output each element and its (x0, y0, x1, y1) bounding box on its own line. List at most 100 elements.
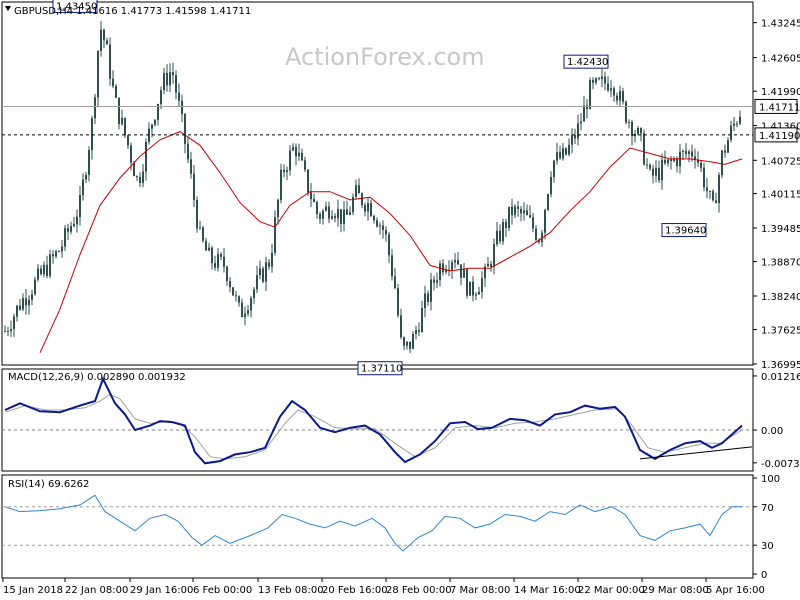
y-tick-label: 1.40725 (761, 156, 800, 167)
candle-body (142, 171, 144, 183)
candle-body (703, 167, 705, 188)
candle-body (637, 128, 639, 134)
candle-body (724, 150, 726, 153)
candles (4, 21, 741, 354)
swing-label: 1.39640 (665, 226, 706, 237)
candle-body (16, 305, 18, 317)
x-tick-label: 22 Mar 00:00 (578, 585, 645, 596)
candle-body (631, 122, 633, 137)
candle-body (523, 210, 525, 214)
candle-body (367, 203, 369, 212)
candle-body (178, 92, 180, 101)
candle-body (658, 167, 660, 181)
candle-body (163, 73, 165, 91)
y-tick-label: 1.39485 (761, 224, 800, 235)
candle-body (394, 276, 396, 289)
candle-body (505, 221, 507, 228)
candle-body (289, 150, 291, 171)
candle-body (586, 105, 588, 110)
candle-body (688, 151, 690, 154)
candle-body (412, 334, 414, 349)
candle-body (625, 101, 627, 123)
candle-body (172, 72, 174, 76)
x-tick-label: 5 Apr 16:00 (706, 585, 765, 596)
candle-body (460, 264, 462, 278)
swing-label: 1.42430 (567, 57, 608, 68)
candle-body (529, 215, 531, 218)
candle-body (313, 199, 315, 202)
candle-body (490, 263, 492, 267)
swing-label-box (563, 54, 609, 69)
candle-body (253, 289, 255, 298)
candle-body (532, 217, 534, 229)
watermark: ActionForex.com (285, 43, 485, 71)
price-panel: 1.43245 1.42605 1.41990 1.41360 1.40725 1.401… (2, 0, 800, 376)
candle-body (646, 164, 648, 166)
candle-body (421, 308, 423, 332)
candle-body (592, 80, 594, 83)
candle-body (430, 279, 432, 302)
candle-body (46, 264, 48, 276)
candle-body (733, 123, 735, 126)
candle-body (154, 119, 156, 125)
swing-label-box (52, 0, 98, 13)
x-tick-label: 20 Feb 16:00 (322, 585, 388, 596)
swing-label-box (357, 361, 403, 376)
candle-body (526, 210, 528, 216)
candle-body (37, 268, 39, 280)
candle-body (199, 227, 201, 229)
candle-body (493, 244, 495, 267)
candle-body (103, 29, 105, 41)
candle-body (97, 51, 99, 98)
candle-body (736, 123, 738, 125)
candle-body (628, 122, 630, 123)
candle-body (472, 281, 474, 296)
candle-body (553, 160, 555, 177)
candle-body (499, 230, 501, 242)
y-tick-label: 1.43245 (761, 19, 800, 30)
dropdown-triangle-icon[interactable] (5, 6, 11, 11)
candle-body (373, 216, 375, 221)
candle-body (343, 209, 345, 224)
candle-body (31, 294, 33, 300)
level-line-box (754, 127, 798, 143)
candle-body (214, 263, 216, 268)
macd-panel-frame (1, 368, 754, 472)
x-tick-label: 6 Feb 00:00 (193, 585, 252, 596)
candle-body (685, 150, 687, 154)
candle-body (439, 263, 441, 281)
candle-body (550, 176, 552, 195)
candle-body (43, 264, 45, 274)
candle-body (580, 121, 582, 124)
y-tick-label: 1.42605 (761, 54, 800, 65)
candle-body (286, 170, 288, 172)
candle-body (514, 206, 516, 215)
candle-body (682, 150, 684, 152)
candle-body (451, 262, 453, 270)
candle-body (160, 90, 162, 105)
candle-body (616, 95, 618, 101)
candle-body (100, 29, 102, 51)
candle-body (82, 179, 84, 196)
candle-body (388, 234, 390, 256)
candle-body (577, 123, 579, 139)
x-tick-label: 22 Jan 08:00 (65, 585, 128, 596)
candle-body (346, 209, 348, 215)
macd-y-tick-label: 0.012164 (761, 372, 800, 383)
candle-body (130, 145, 132, 163)
candle-body (211, 247, 213, 264)
y-tick-label: 1.36995 (761, 360, 800, 371)
candle-body (229, 281, 231, 288)
candle-body (124, 117, 126, 136)
candle-body (265, 262, 267, 282)
candle-body (655, 167, 657, 176)
candle-body (175, 75, 177, 93)
candle-body (208, 247, 210, 251)
candle-body (76, 216, 78, 225)
candle-body (730, 125, 732, 141)
candle-body (202, 227, 204, 241)
candle-body (649, 164, 651, 169)
candle-body (61, 246, 63, 252)
moving-average-line (39, 131, 743, 354)
